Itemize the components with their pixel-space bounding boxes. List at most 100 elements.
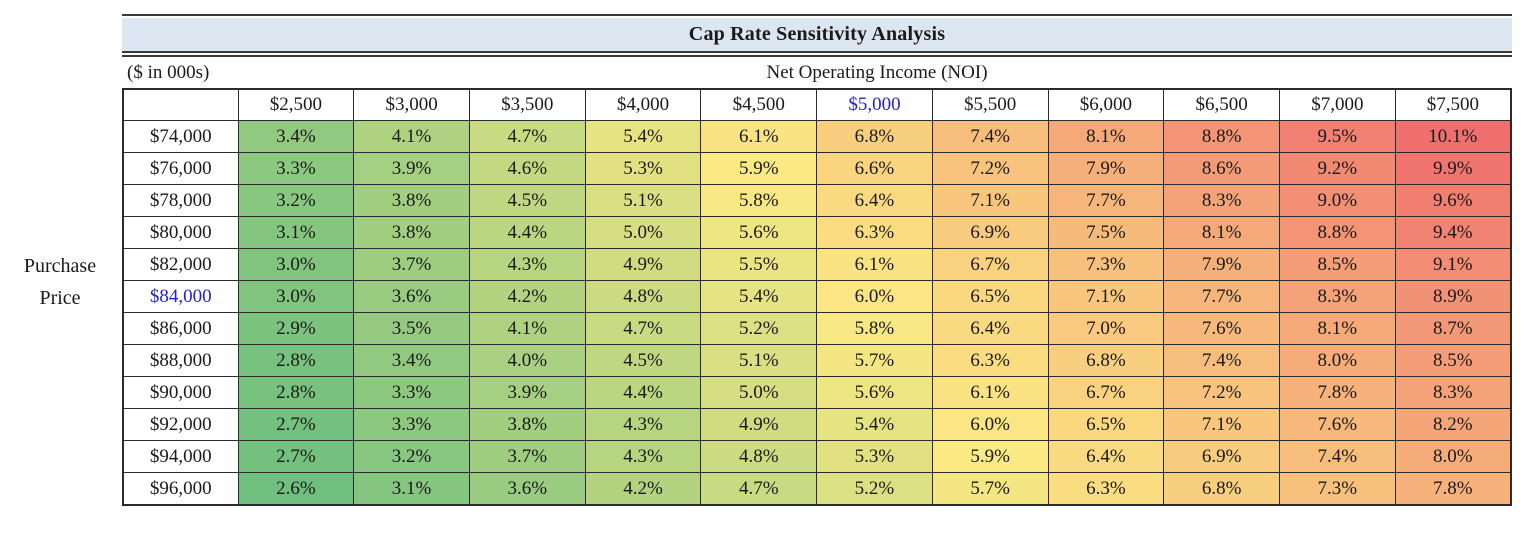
cap-rate-cell: 7.6% [1163,312,1280,345]
cap-rate-cell: 9.2% [1278,152,1396,185]
cap-rate-cell: 5.5% [700,248,818,281]
cap-rate-cell: 7.4% [1278,440,1396,473]
cap-rate-cell: 7.3% [1047,248,1165,281]
cap-rate-cell: 4.9% [584,248,702,281]
row-header: $90,000 [122,376,239,409]
cap-rate-cell: 4.7% [468,120,586,153]
cap-rate-cell: 6.3% [816,216,933,249]
cap-rate-cell: 9.4% [1394,216,1512,249]
cap-rate-cell: 5.6% [816,376,933,409]
cap-rate-cell: 10.1% [1394,120,1512,153]
cap-rate-cell: 7.8% [1278,376,1396,409]
cap-rate-cell: 8.1% [1047,120,1165,153]
cap-rate-cell: 5.7% [931,472,1049,506]
row-axis-title-line2: Price [39,287,81,309]
table-row: $78,000 3.2% 3.8% 4.5% 5.1% 5.8% 6.4% 7.1% 7.7% 8… [122,184,1512,217]
row-axis-title-line1: Purchase [23,255,97,277]
row-axis-title: Purchase Price [0,250,120,314]
table-row: $90,000 2.8% 3.3% 3.9% 4.4% 5.0% 5.6% 6.1% 6.7% 7… [122,376,1512,409]
cap-rate-cell: 6.5% [931,280,1049,313]
cap-rate-cell: 3.9% [468,376,586,409]
cap-rate-cell: 4.0% [468,344,586,377]
cap-rate-cell: 7.7% [1047,184,1165,217]
row-header: $96,000 [122,472,239,506]
sensitivity-table: Cap Rate Sensitivity Analysis ($ in 000s… [122,14,1512,506]
cap-rate-cell: 6.9% [931,216,1049,249]
cap-rate-cell: 8.3% [1163,184,1280,217]
cap-rate-cell: 5.3% [816,440,933,473]
cap-rate-cell: 4.2% [584,472,702,506]
cap-rate-cell: 7.7% [1163,280,1280,313]
cap-rate-cell: 4.9% [700,408,818,441]
cap-rate-cell: 7.8% [1394,472,1512,506]
cap-rate-cell: 7.0% [1047,312,1165,345]
cap-rate-cell: 8.3% [1394,376,1512,409]
column-header: $4,000 [584,88,702,121]
cap-rate-cell: 3.8% [353,184,470,217]
cap-rate-cell: 6.8% [1163,472,1280,506]
cap-rate-cell: 6.4% [816,184,933,217]
cap-rate-cell: 6.0% [816,280,933,313]
cap-rate-cell: 9.0% [1278,184,1396,217]
cap-rate-cell: 9.1% [1394,248,1512,281]
cap-rate-cell: 5.2% [816,472,933,506]
cap-rate-cell: 8.7% [1394,312,1512,345]
cap-rate-cell: 4.3% [584,440,702,473]
table-row: $92,000 2.7% 3.3% 3.8% 4.3% 4.9% 5.4% 6.0% 6.5% 7… [122,408,1512,441]
table-row: $84,000 3.0% 3.6% 4.2% 4.8% 5.4% 6.0% 6.5% 7.1% 7… [122,280,1512,313]
cap-rate-cell: 5.7% [816,344,933,377]
cap-rate-cell: 7.9% [1047,152,1165,185]
cap-rate-cell: 2.8% [237,376,355,409]
cap-rate-cell: 4.8% [700,440,818,473]
cap-rate-cell: 3.1% [353,472,470,506]
column-header-row: $2,500 $3,000 $3,500 $4,000 $4,500 $5,000 $5,5… [122,88,1512,121]
cap-rate-cell: 3.7% [353,248,470,281]
cap-rate-cell: 8.2% [1394,408,1512,441]
cap-rate-cell: 6.1% [816,248,933,281]
cap-rate-cell: 6.9% [1163,440,1280,473]
cap-rate-cell: 3.1% [237,216,355,249]
cap-rate-cell: 3.7% [468,440,586,473]
cap-rate-cell: 6.5% [1047,408,1165,441]
row-header: $92,000 [122,408,239,441]
column-header: $7,000 [1278,88,1396,121]
cap-rate-cell: 3.3% [353,376,470,409]
column-axis-title: Net Operating Income (NOI) [766,61,988,83]
column-header: $6,500 [1163,88,1280,121]
column-header: $2,500 [237,88,355,121]
cap-rate-cell: 5.4% [584,120,702,153]
cap-rate-cell: 6.8% [1047,344,1165,377]
cap-rate-cell: 2.7% [237,440,355,473]
cap-rate-cell: 4.3% [468,248,586,281]
cap-rate-cell: 7.9% [1163,248,1280,281]
cap-rate-cell: 5.1% [584,184,702,217]
cap-rate-cell: 3.6% [468,472,586,506]
cap-rate-cell: 5.4% [700,280,818,313]
cap-rate-cell: 6.6% [816,152,933,185]
table-row: $74,000 3.4% 4.1% 4.7% 5.4% 6.1% 6.8% 7.4% 8.1% 8… [122,120,1512,153]
cap-rate-cell: 3.0% [237,280,355,313]
table-row: $82,000 3.0% 3.7% 4.3% 4.9% 5.5% 6.1% 6.7% 7.3% 7… [122,248,1512,281]
column-header: $4,500 [700,88,818,121]
row-header: $94,000 [122,440,239,473]
cap-rate-cell: 8.8% [1278,216,1396,249]
cap-rate-cell: 5.9% [931,440,1049,473]
cap-rate-cell: 8.9% [1394,280,1512,313]
cap-rate-cell: 7.4% [931,120,1049,153]
cap-rate-cell: 8.3% [1278,280,1396,313]
row-header: $86,000 [122,312,239,345]
cap-rate-cell: 4.7% [700,472,818,506]
column-header: $7,500 [1394,88,1512,121]
cap-rate-cell: 8.0% [1278,344,1396,377]
column-header: $3,000 [353,88,470,121]
cap-rate-cell: 6.7% [1047,376,1165,409]
cap-rate-cell: 5.8% [816,312,933,345]
table-row: $88,000 2.8% 3.4% 4.0% 4.5% 5.1% 5.7% 6.3% 6.8% 7… [122,344,1512,377]
cap-rate-cell: 3.4% [353,344,470,377]
cap-rate-cell: 5.4% [816,408,933,441]
cap-rate-cell: 4.5% [584,344,702,377]
table-row: $96,000 2.6% 3.1% 3.6% 4.2% 4.7% 5.2% 5.7% 6.3% 6… [122,472,1512,506]
row-header: $76,000 [122,152,239,185]
cap-rate-cell: 2.7% [237,408,355,441]
